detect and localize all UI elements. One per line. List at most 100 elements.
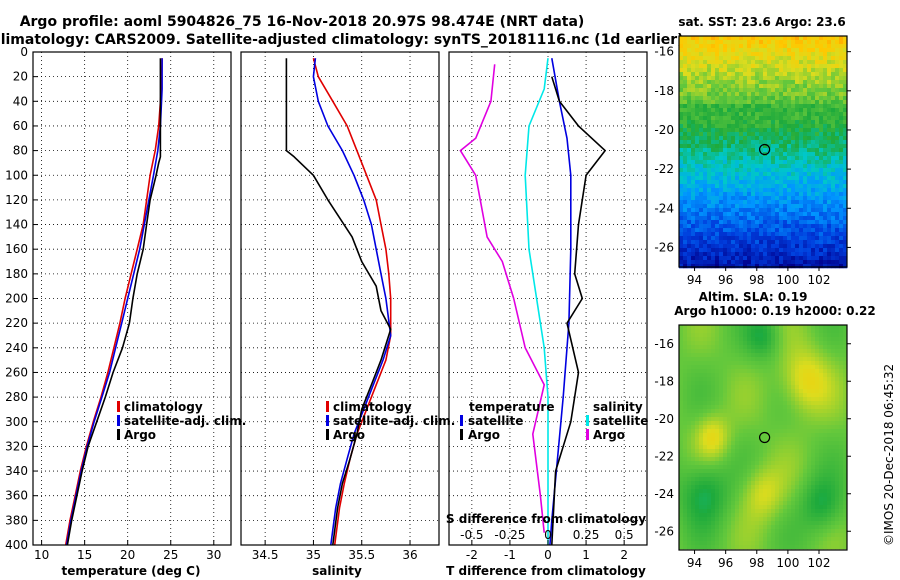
heatmap-cell [691,337,696,342]
heatmap-cell [743,541,748,546]
heatmap-cell [839,44,844,49]
heatmap-cell [819,212,824,217]
heatmap-cell [827,497,832,502]
heatmap-cell [767,537,772,542]
heatmap-cell [827,453,832,458]
heatmap-cell [815,104,820,109]
heatmap-cell [767,264,772,269]
heatmap-cell [767,256,772,261]
heatmap-cell [779,172,784,177]
heatmap-cell [843,521,848,526]
heatmap-cell [719,160,724,165]
heatmap-cell [831,345,836,350]
heatmap-cell [759,529,764,534]
heatmap-cell [839,40,844,45]
heatmap-cell [767,88,772,93]
heatmap-cell [711,248,716,253]
heatmap-cell [807,88,812,93]
heatmap-cell [823,200,828,205]
heatmap-cell [707,541,712,546]
heatmap-cell [679,449,684,454]
heatmap-cell [711,56,716,61]
heatmap-cell [707,220,712,225]
heatmap-cell [751,68,756,73]
heatmap-cell [831,325,836,330]
heatmap-cell [695,393,700,398]
heatmap-cell [683,152,688,157]
heatmap-cell [835,501,840,506]
heatmap-cell [715,96,720,101]
heatmap-cell [799,485,804,490]
heatmap-cell [767,156,772,161]
heatmap-cell [755,172,760,177]
heatmap-cell [711,236,716,241]
heatmap-cell [771,160,776,165]
heatmap-cell [691,509,696,514]
heatmap-cell [815,160,820,165]
heatmap-cell [775,92,780,97]
heatmap-cell [719,208,724,213]
heatmap-cell [811,537,816,542]
heatmap-cell [719,385,724,390]
heatmap-cell [795,513,800,518]
heatmap-cell [787,421,792,426]
heatmap-cell [699,48,704,53]
legend-t-argo-label: Argo [468,428,500,442]
heatmap-cell [739,260,744,265]
heatmap-cell [703,477,708,482]
heatmap-cell [835,521,840,526]
heatmap-cell [759,36,764,41]
heatmap-cell [803,252,808,257]
heatmap-cell [699,381,704,386]
heatmap-cell [807,104,812,109]
heatmap-cell [815,188,820,193]
heatmap-cell [683,260,688,265]
heatmap-cell [843,513,848,518]
heatmap-cell [795,144,800,149]
heatmap-cell [711,489,716,494]
heatmap-cell [831,260,836,265]
heatmap-cell [819,220,824,225]
heatmap-cell [723,449,728,454]
heatmap-cell [751,369,756,374]
heatmap-cell [799,68,804,73]
heatmap-cell [787,72,792,77]
heatmap-cell [807,417,812,422]
heatmap-cell [811,132,816,137]
heatmap-cell [839,192,844,197]
heatmap-cell [711,176,716,181]
heatmap-cell [787,485,792,490]
heatmap-cell [687,401,692,406]
heatmap-cell [691,212,696,217]
heatmap-cell [791,52,796,57]
heatmap-cell [731,64,736,69]
heatmap-cell [731,208,736,213]
heatmap-cell [731,525,736,530]
heatmap-cell [747,389,752,394]
heatmap-cell [719,232,724,237]
heatmap-cell [699,176,704,181]
heatmap-cell [791,429,796,434]
heatmap-cell [823,256,828,261]
heatmap-cell [811,369,816,374]
heatmap-cell [703,72,708,77]
heatmap-cell [711,88,716,93]
heatmap-cell [719,365,724,370]
heatmap-cell [763,545,768,550]
heatmap-cell [823,44,828,49]
heatmap-cell [679,369,684,374]
heatmap-cell [687,541,692,546]
heatmap-cell [795,441,800,446]
heatmap-cell [835,220,840,225]
heatmap-cell [843,421,848,426]
heatmap-cell [831,477,836,482]
heatmap-cell [803,120,808,125]
heatmap-cell [763,501,768,506]
heatmap-cell [763,216,768,221]
heatmap-cell [795,124,800,129]
heatmap-cell [707,48,712,53]
heatmap-cell [727,537,732,542]
heatmap-cell [715,537,720,542]
y-tick-label: 40 [13,94,28,108]
